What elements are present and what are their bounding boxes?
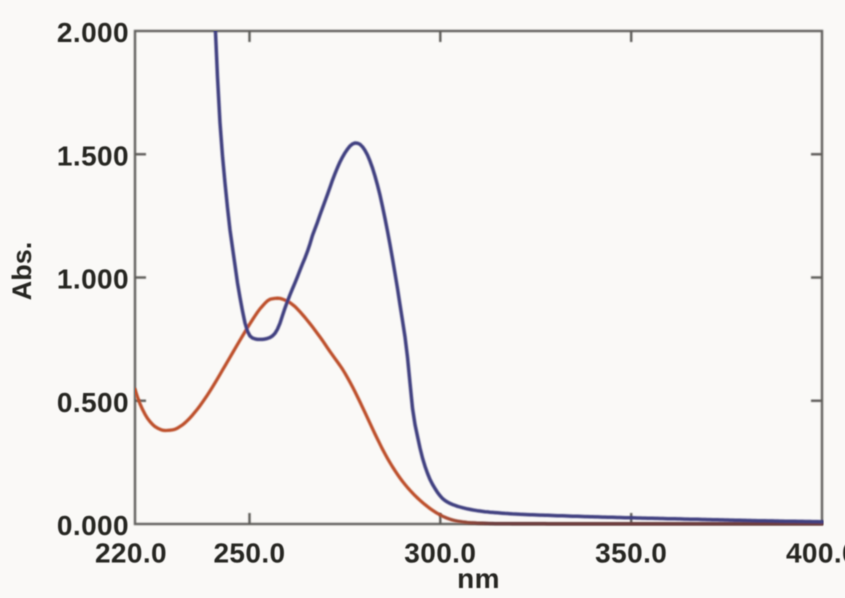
svg-text:2.000: 2.000 (57, 17, 129, 48)
svg-text:0.500: 0.500 (57, 387, 129, 418)
svg-text:1.000: 1.000 (57, 264, 129, 295)
svg-text:220.0: 220.0 (95, 538, 167, 569)
svg-text:250.0: 250.0 (213, 538, 285, 569)
svg-text:Abs.: Abs. (7, 242, 37, 301)
svg-text:0.000: 0.000 (57, 510, 129, 541)
svg-text:300.0: 300.0 (404, 538, 476, 569)
svg-text:400.0: 400.0 (786, 538, 845, 569)
svg-text:nm: nm (457, 563, 500, 593)
svg-text:350.0: 350.0 (595, 538, 667, 569)
svg-text:1.500: 1.500 (57, 140, 129, 171)
